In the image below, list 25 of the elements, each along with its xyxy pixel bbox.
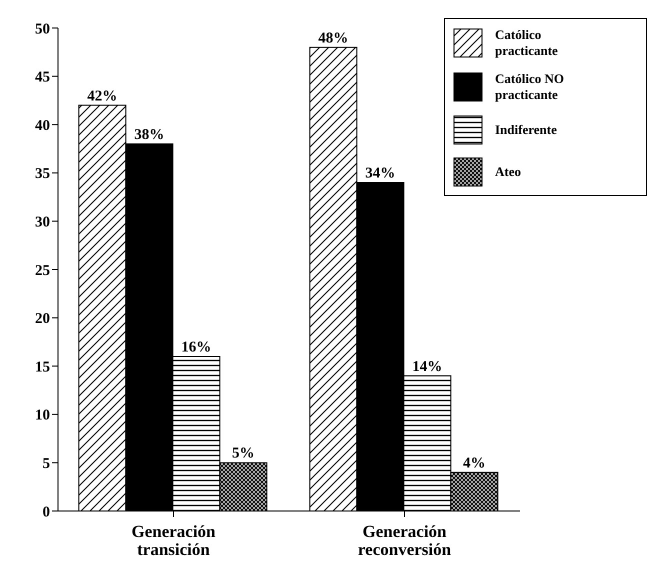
data-label: 38% bbox=[134, 126, 164, 143]
data-label: 4% bbox=[463, 455, 486, 472]
y-tick-label: 50 bbox=[35, 21, 50, 38]
y-tick-label: 0 bbox=[42, 504, 50, 520]
y-tick-label: 35 bbox=[35, 166, 50, 182]
y-tick-label: 25 bbox=[35, 262, 50, 279]
y-tick-label: 20 bbox=[35, 311, 50, 328]
y-tick-label: 10 bbox=[35, 408, 50, 424]
legend-label: Indiferente bbox=[495, 122, 558, 138]
y-tick-label: 45 bbox=[35, 70, 50, 86]
data-label: 42% bbox=[87, 88, 118, 104]
data-label: 34% bbox=[365, 166, 396, 182]
data-label: 16% bbox=[181, 339, 212, 356]
x-tick-label: Generación transición bbox=[131, 522, 216, 559]
legend-label: Católico NO practicante bbox=[495, 71, 565, 103]
y-tick-label: 15 bbox=[35, 359, 50, 376]
y-tick-label: 30 bbox=[35, 214, 50, 231]
x-tick-label: Generación reconversión bbox=[358, 522, 452, 559]
data-label: 14% bbox=[412, 358, 442, 375]
data-label: 5% bbox=[232, 446, 255, 462]
legend-label: Ateo bbox=[495, 164, 522, 180]
y-tick-label: 40 bbox=[35, 118, 50, 134]
data-label: 48% bbox=[318, 30, 348, 46]
legend-label: Católico practicante bbox=[495, 27, 559, 59]
y-tick-label: 5 bbox=[42, 456, 50, 472]
